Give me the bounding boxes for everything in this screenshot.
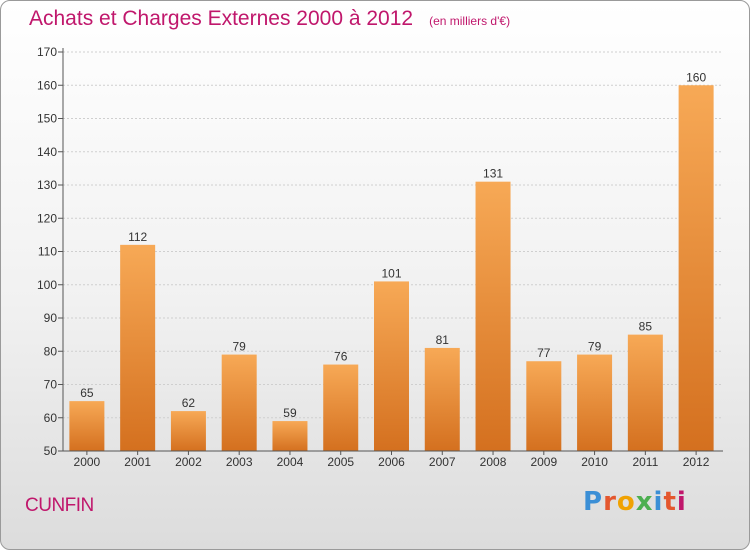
x-tick-label: 2003 <box>226 455 253 469</box>
x-tick-label: 2005 <box>327 455 354 469</box>
title-text: Achats et Charges Externes 2000 à 2012 <box>29 7 414 30</box>
x-tick-label: 2006 <box>378 455 405 469</box>
logo-letter: o <box>616 487 636 517</box>
y-tick-label: 50 <box>44 444 58 458</box>
bar-value-label: 160 <box>686 70 706 84</box>
x-tick-label: 2002 <box>175 455 202 469</box>
bar <box>374 281 409 451</box>
logo-letter: P <box>583 487 604 517</box>
bar-value-label: 65 <box>80 386 94 400</box>
bar-value-label: 101 <box>381 266 401 280</box>
x-tick-label: 2007 <box>429 455 456 469</box>
y-tick-label: 120 <box>37 211 57 225</box>
x-tick-label: 2004 <box>277 455 304 469</box>
bar <box>475 181 511 452</box>
x-tick-label: 2010 <box>581 455 608 469</box>
y-tick-label: 170 <box>37 45 57 59</box>
proxiti-logo: Proxiti <box>583 487 687 517</box>
x-tick-label: 2000 <box>74 455 101 469</box>
bar <box>170 411 206 451</box>
bar-value-label: 62 <box>182 396 196 410</box>
bar <box>272 421 308 451</box>
y-tick-label: 150 <box>37 112 57 126</box>
x-tick-label: 2012 <box>683 455 710 469</box>
bar <box>526 361 562 451</box>
logo-letter: i <box>676 487 687 517</box>
bar-value-label: 79 <box>233 340 247 354</box>
y-tick-label: 80 <box>44 344 58 358</box>
y-tick-label: 100 <box>37 278 57 292</box>
y-tick-label: 160 <box>37 78 57 92</box>
x-tick-label: 2001 <box>124 455 151 469</box>
logo-letter: x <box>635 487 654 517</box>
bar <box>678 85 714 451</box>
bar-value-label: 59 <box>283 406 297 420</box>
logo-letter: r <box>603 487 617 517</box>
y-tick-label: 140 <box>37 145 57 159</box>
bar-value-label: 76 <box>334 350 348 364</box>
y-tick-label: 130 <box>37 178 57 192</box>
x-tick-label: 2009 <box>530 455 557 469</box>
unit-label: (en milliers d'€) <box>429 14 511 28</box>
bar <box>221 354 257 451</box>
bar <box>120 244 156 451</box>
logo-letter: t <box>663 487 677 517</box>
bar-value-label: 81 <box>436 333 450 347</box>
bar <box>323 364 359 451</box>
x-tick-label: 2011 <box>632 455 658 469</box>
bar <box>577 354 613 451</box>
bar <box>424 347 460 451</box>
axis-layer: 50 60 70 80 90 100 110 120 130 140 150 160 170 2000 20… <box>37 45 723 469</box>
bar-value-label: 79 <box>588 340 602 354</box>
x-tick-label: 2008 <box>480 455 507 469</box>
logo-letter: i <box>653 487 664 517</box>
y-tick-label: 110 <box>38 245 57 259</box>
y-tick-label: 90 <box>44 311 58 325</box>
bar-value-label: 85 <box>639 320 653 334</box>
chart-title: Achats et Charges Externes 2000 à 2012 (… <box>29 7 510 35</box>
commune-name: CUNFIN <box>25 495 94 516</box>
bar <box>69 401 105 451</box>
y-tick-label: 60 <box>44 411 58 425</box>
bar <box>627 334 663 451</box>
bar-layer: 65 112 62 79 59 76 101 81 131 77 79 85 160 <box>69 70 714 452</box>
bar-value-label: 112 <box>128 230 147 244</box>
bar-value-label: 77 <box>537 346 551 360</box>
y-tick-label: 70 <box>44 378 58 392</box>
bar-value-label: 131 <box>483 167 503 181</box>
